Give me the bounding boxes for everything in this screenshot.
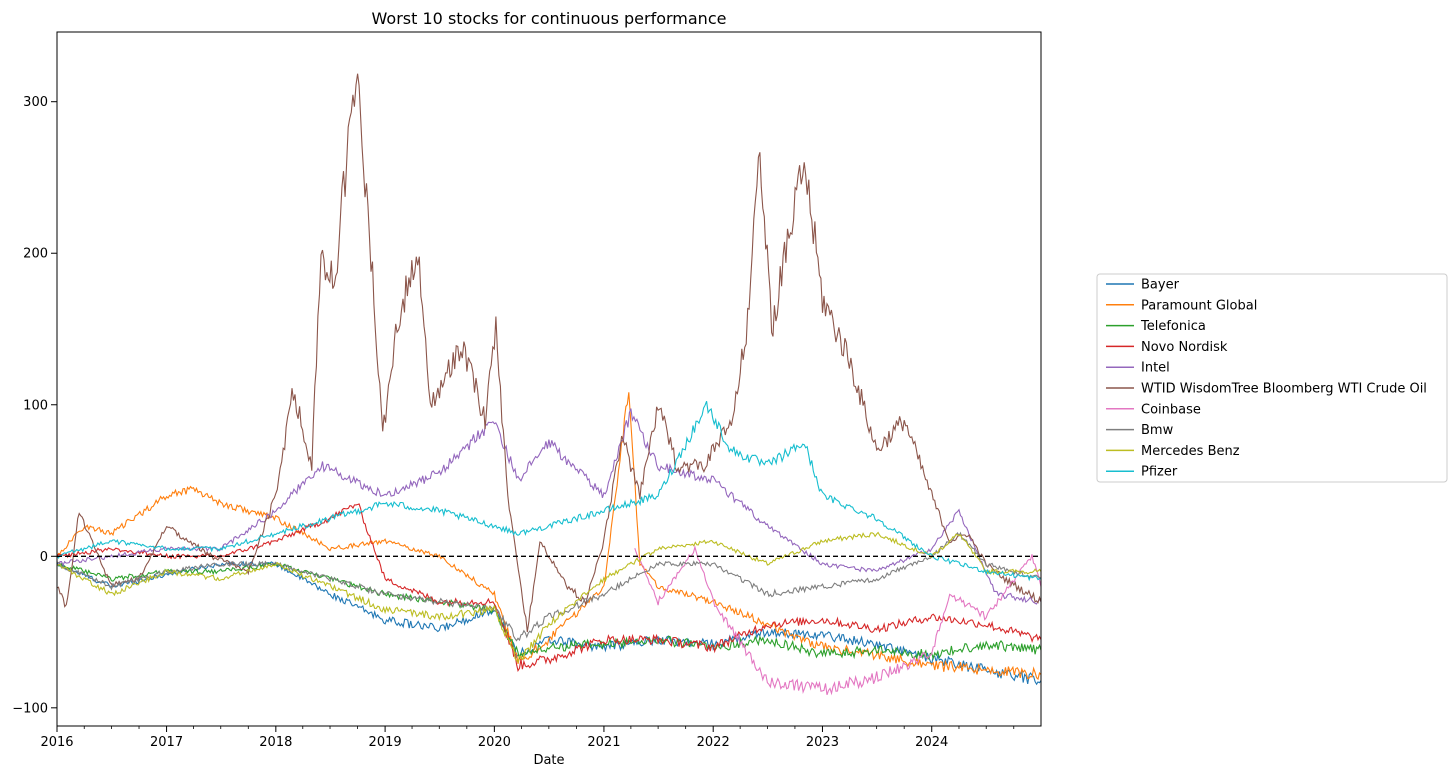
x-tick-label: 2021: [587, 735, 620, 750]
series-line-coinbase: [634, 544, 1041, 696]
y-tick-label: 200: [23, 247, 48, 262]
legend: Bayer Paramount Global Telefonica Novo Nord…: [1096, 273, 1448, 483]
plot-frame: [56, 31, 1042, 727]
series-line-pfizer: [57, 401, 1041, 582]
x-axis-label: Date: [533, 753, 564, 768]
series-lines: [57, 73, 1041, 696]
y-tick-label: −100: [12, 701, 48, 716]
legend-entry: Coinbase: [1141, 402, 1201, 417]
x-axis: 2016 2017 2018 2019 2020 2021 2022 2023 2024: [40, 726, 1015, 750]
x-tick-label: 2022: [697, 735, 730, 750]
legend-entry: Intel: [1141, 361, 1170, 376]
series-line-mercedes-benz: [57, 531, 1041, 664]
chart-title: Worst 10 stocks for continuous performan…: [372, 9, 727, 28]
legend-entry: WTID WisdomTree Bloomberg WTI Crude Oil: [1141, 382, 1427, 397]
x-tick-label: 2024: [915, 735, 948, 750]
legend-entry: Bmw: [1141, 423, 1174, 438]
legend-entry: Telefonica: [1140, 319, 1206, 334]
series-line-bmw: [57, 531, 1041, 642]
x-tick-label: 2020: [478, 735, 511, 750]
legend-entry: Bayer: [1141, 278, 1180, 293]
x-tick-label: 2016: [40, 735, 73, 750]
legend-box: [1096, 273, 1448, 483]
y-tick-label: 0: [40, 550, 48, 565]
plot-area: [56, 31, 1042, 727]
legend-entry: Pfizer: [1141, 465, 1178, 480]
legend-entry: Novo Nordisk: [1141, 340, 1228, 355]
x-tick-label: 2023: [806, 735, 839, 750]
series-line-intel: [57, 408, 1041, 605]
series-line-bayer: [57, 560, 1041, 686]
x-tick-label: 2019: [369, 735, 402, 750]
series-line-wtid-wisdomtree-bloomberg-wti-crude-oil: [57, 73, 1041, 633]
x-tick-label: 2017: [150, 735, 183, 750]
y-tick-label: 300: [23, 95, 48, 110]
y-axis: −100 0 100 200 300: [12, 95, 57, 716]
series-line-paramount-global: [57, 392, 1041, 681]
x-tick-label: 2018: [259, 735, 292, 750]
legend-entry: Mercedes Benz: [1141, 444, 1240, 459]
y-tick-label: 100: [23, 398, 48, 413]
series-line-telefonica: [57, 562, 1041, 661]
legend-entry: Paramount Global: [1141, 298, 1257, 313]
